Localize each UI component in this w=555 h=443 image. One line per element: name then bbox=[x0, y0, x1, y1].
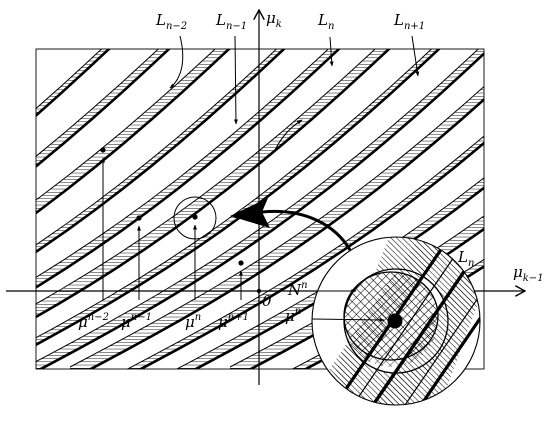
pointer-L-n-minus-2 bbox=[169, 35, 184, 89]
label-mu-n-plus-1: μn+1 bbox=[218, 312, 249, 331]
point-mu-n-minus-1 bbox=[136, 215, 142, 221]
label-L-n: Ln bbox=[317, 11, 334, 32]
origin-point bbox=[256, 288, 262, 294]
zoom-arrow-head bbox=[230, 198, 270, 228]
label-L-n-zoom: Ln bbox=[457, 248, 474, 269]
vertical-axis-label: μk bbox=[266, 9, 282, 30]
label-mu-n-minus-1: μn−1 bbox=[121, 312, 152, 331]
label-mu-n-zoom: μn bbox=[285, 306, 301, 325]
pointer-L-n-minus-1 bbox=[233, 35, 238, 125]
point-mu-n-zoom bbox=[387, 313, 403, 329]
label-mu-n-minus-2: μn−2 bbox=[78, 312, 109, 331]
pointer-L-n-plus-1 bbox=[411, 35, 420, 77]
flow-arrow bbox=[274, 119, 303, 151]
label-L-n-minus-2: Ln−2 bbox=[155, 11, 187, 32]
origin-label: 0 bbox=[262, 292, 272, 310]
zoom-arrow bbox=[261, 209, 352, 251]
point-mu-n-minus-2 bbox=[100, 147, 106, 153]
arrow-to-mu-n-zoom bbox=[311, 317, 385, 322]
horizontal-axis-label: μk−1 bbox=[513, 263, 544, 284]
label-L-n-minus-1: Ln−1 bbox=[215, 11, 247, 32]
pointer-L-n bbox=[329, 36, 334, 67]
label-L-n-plus-1: Ln+1 bbox=[393, 11, 425, 32]
label-N-n: Nn bbox=[287, 280, 308, 299]
point-mu-n bbox=[192, 214, 198, 220]
point-mu-n-plus-1 bbox=[238, 260, 244, 266]
label-mu-n: μn bbox=[185, 312, 201, 331]
